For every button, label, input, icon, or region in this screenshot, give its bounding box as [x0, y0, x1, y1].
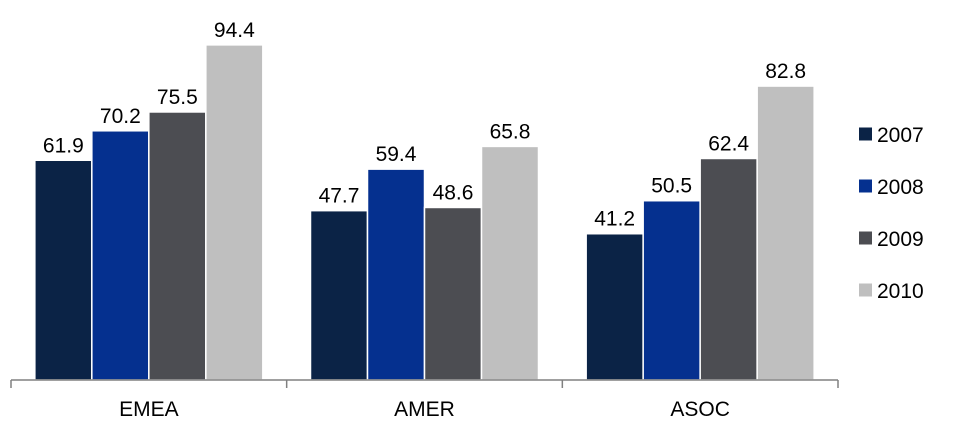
- value-label-amer-2009: 48.6: [433, 181, 474, 204]
- x-tick-label-asoc: ASOC: [670, 398, 730, 421]
- legend-label-2009: 2009: [877, 228, 924, 251]
- bar-emea-2008: [91, 130, 150, 381]
- value-label-amer-2007: 47.7: [319, 185, 360, 208]
- bar-asoc-2010: [756, 85, 815, 381]
- value-label-asoc-2007: 41.2: [594, 208, 635, 231]
- legend-swatch-2008: [859, 179, 872, 193]
- value-label-emea-2009: 75.5: [157, 86, 198, 109]
- bar-asoc-2008: [642, 199, 701, 381]
- value-label-emea-2007: 61.9: [43, 134, 84, 157]
- bar-emea-2007: [34, 159, 93, 381]
- bar-emea-2010: [205, 44, 264, 381]
- legend-swatch-2010: [859, 283, 872, 297]
- legend-swatch-2009: [859, 231, 872, 245]
- bar-emea-2009: [148, 111, 207, 381]
- bar-amer-2007: [309, 209, 369, 381]
- bars-layer: [34, 44, 815, 381]
- value-label-emea-2008: 70.2: [100, 105, 141, 128]
- bar-amer-2008: [366, 168, 426, 381]
- legend-label-2007: 2007: [877, 124, 924, 147]
- value-label-asoc-2008: 50.5: [651, 175, 692, 198]
- legend-label-2008: 2008: [877, 176, 924, 199]
- value-labels-layer: 61.9 70.2 75.5 94.4 47.7 59.4 48.6 65.8 41.2 50.5…: [43, 19, 806, 231]
- value-label-asoc-2010: 82.8: [765, 60, 806, 83]
- bar-asoc-2007: [585, 232, 644, 381]
- value-label-emea-2010: 94.4: [214, 19, 255, 42]
- bar-amer-2010: [480, 145, 540, 381]
- value-label-asoc-2009: 62.4: [708, 132, 749, 155]
- legend: 2007 2008 2009 2010: [859, 124, 924, 303]
- bar-asoc-2009: [699, 157, 758, 381]
- value-label-amer-2010: 65.8: [490, 120, 531, 143]
- value-label-amer-2008: 59.4: [376, 143, 417, 166]
- x-axis: EMEA AMER ASOC: [10, 379, 839, 421]
- bar-amer-2009: [423, 206, 483, 381]
- x-tick-label-emea: EMEA: [119, 398, 179, 421]
- x-tick-label-amer: AMER: [394, 398, 455, 421]
- legend-swatch-2007: [859, 127, 872, 141]
- legend-label-2010: 2010: [877, 280, 924, 303]
